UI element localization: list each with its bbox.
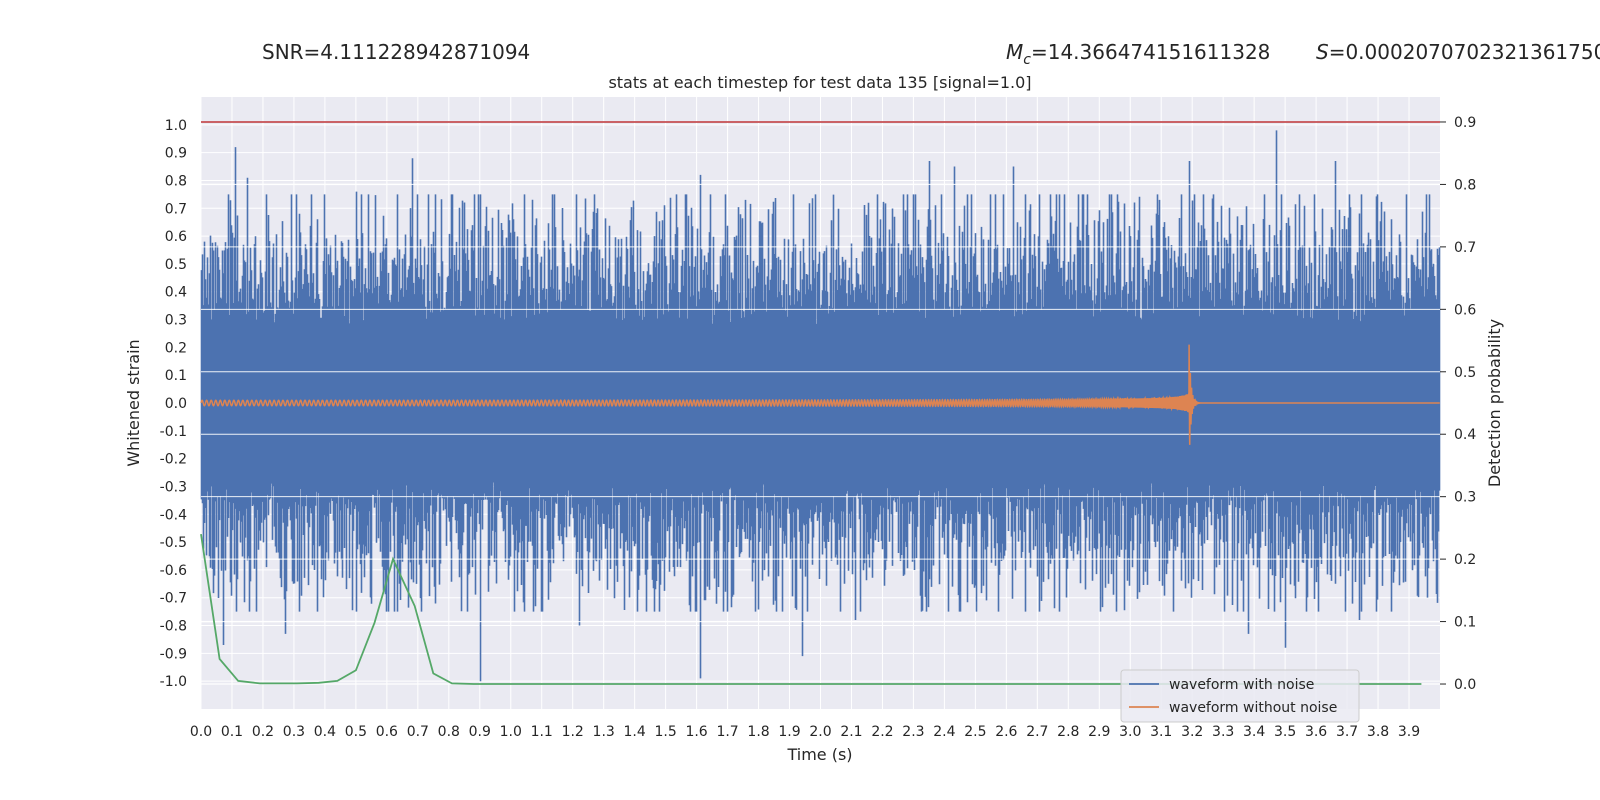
- x-tick-label: 2.9: [1088, 724, 1110, 740]
- snr-heading: SNR=4.111228942871094: [262, 40, 531, 64]
- y2-tick-label: 0.9: [1454, 115, 1476, 131]
- y2-tick-label: 0.5: [1454, 365, 1476, 381]
- y-tick-label: 0.3: [165, 313, 187, 329]
- x-tick-label: 0.6: [376, 724, 398, 740]
- x-tick-label: 0.9: [469, 724, 491, 740]
- x-tick-label: 3.2: [1181, 724, 1203, 740]
- y-tick-label: -0.4: [160, 507, 187, 523]
- x-tick-label: 0.4: [314, 724, 336, 740]
- x-tick-label: 0.8: [438, 724, 460, 740]
- x-tick-label: 2.1: [840, 724, 862, 740]
- legend: waveform with noise waveform without nois…: [1120, 669, 1360, 723]
- waveform-without-noise-series: [200, 344, 1440, 445]
- x-tick-label: 3.8: [1367, 724, 1389, 740]
- x-tick-label: 3.9: [1398, 724, 1420, 740]
- x-tick-label: 3.6: [1305, 724, 1327, 740]
- legend-box: [1120, 669, 1360, 723]
- y-tick-label: -0.8: [160, 619, 187, 635]
- y2-tick-label: 0.0: [1454, 677, 1476, 693]
- y-tick-label: 0.4: [165, 285, 187, 301]
- x-tick-label: 2.5: [964, 724, 986, 740]
- legend-label: waveform with noise: [1169, 677, 1314, 693]
- x-tick-label: 1.5: [654, 724, 676, 740]
- y2-tick-label: 0.2: [1454, 552, 1476, 568]
- chart-title: stats at each timestep for test data 135…: [608, 73, 1031, 92]
- y2-tick-label: 0.6: [1454, 302, 1476, 318]
- y2-tick-label: 0.1: [1454, 615, 1476, 631]
- x-tick-label: 0.1: [221, 724, 243, 740]
- x-tick-label: 1.3: [593, 724, 615, 740]
- x-tick-label: 1.0: [500, 724, 522, 740]
- y-tick-label: -1.0: [160, 674, 187, 690]
- tick-labels: 0.0 0.1 0.2 0.3 0.4 0.5 0.6 0.7 0.8 0.9 1.0 1.1 1.2 1…: [160, 115, 1477, 740]
- x-tick-label: 3.0: [1119, 724, 1141, 740]
- y2-axis-label: Detection probability: [1485, 319, 1504, 487]
- spin-value: =0.00020707023213617504: [1328, 40, 1600, 64]
- chirp-mass-subscript: c: [1023, 52, 1031, 68]
- x-tick-label: 1.6: [685, 724, 707, 740]
- x-tick-label: 3.7: [1336, 724, 1358, 740]
- x-tick-label: 2.2: [871, 724, 893, 740]
- probability-series: [200, 121, 1440, 685]
- x-axis-label: Time (s): [786, 745, 852, 764]
- x-tick-label: 3.3: [1212, 724, 1234, 740]
- x-tick-label: 0.7: [407, 724, 429, 740]
- y-tick-label: 0.8: [165, 173, 187, 189]
- y-tick-label: 0.1: [165, 368, 187, 384]
- x-tick-label: 2.3: [902, 724, 924, 740]
- y-tick-label: 0.7: [165, 201, 187, 217]
- x-tick-label: 2.6: [995, 724, 1017, 740]
- x-tick-label: 2.8: [1057, 724, 1079, 740]
- y-tick-label: 0.0: [165, 396, 187, 412]
- x-tick-label: 1.1: [531, 724, 553, 740]
- y-tick-label: -0.6: [160, 563, 187, 579]
- chirp-mass-heading: Mc=14.366474151611328: [1006, 40, 1270, 68]
- x-tick-label: 2.0: [809, 724, 831, 740]
- y-tick-label: 1.0: [165, 118, 187, 134]
- probability-line: [200, 533, 1422, 685]
- y-axis-label: Whitened strain: [124, 339, 143, 466]
- y-tick-label: -0.1: [160, 424, 187, 440]
- chirp-mass-symbol: M: [1006, 40, 1024, 64]
- y2-tick-label: 0.7: [1454, 240, 1476, 256]
- x-tick-label: 1.9: [778, 724, 800, 740]
- x-tick-label: 3.1: [1150, 724, 1172, 740]
- y2-tick-label: 0.4: [1454, 427, 1476, 443]
- x-tick-label: 2.4: [933, 724, 955, 740]
- x-tick-label: 1.8: [747, 724, 769, 740]
- y-tick-label: 0.6: [165, 229, 187, 245]
- x-tick-label: 3.5: [1274, 724, 1296, 740]
- x-tick-label: 1.2: [562, 724, 584, 740]
- x-tick-label: 0.0: [190, 724, 212, 740]
- x-tick-label: 0.3: [283, 724, 305, 740]
- x-tick-label: 3.4: [1243, 724, 1265, 740]
- y-tick-label: -0.5: [160, 535, 187, 551]
- x-tick-label: 1.7: [716, 724, 738, 740]
- spin-heading: S=0.00020707023213617504: [1316, 40, 1600, 64]
- x-tick-label: 2.7: [1026, 724, 1048, 740]
- y-tick-label: -0.9: [160, 646, 187, 662]
- x-tick-label: 1.4: [624, 724, 646, 740]
- chirp-trace: [200, 344, 1440, 445]
- x-tick-label: 0.2: [252, 724, 274, 740]
- spin-symbol: S: [1316, 40, 1329, 64]
- y-tick-label: -0.7: [160, 591, 187, 607]
- legend-label: waveform without noise: [1169, 700, 1337, 716]
- y-tick-label: -0.3: [160, 479, 187, 495]
- y2-tick-label: 0.3: [1454, 490, 1476, 506]
- y-tick-label: 0.5: [165, 257, 187, 273]
- y-tick-label: 0.9: [165, 146, 187, 162]
- chirp-mass-value: =14.366474151611328: [1030, 40, 1271, 64]
- x-tick-label: 0.5: [345, 724, 367, 740]
- y-tick-label: 0.2: [165, 340, 187, 356]
- y-tick-label: -0.2: [160, 452, 187, 468]
- y2-tick-label: 0.8: [1454, 177, 1476, 193]
